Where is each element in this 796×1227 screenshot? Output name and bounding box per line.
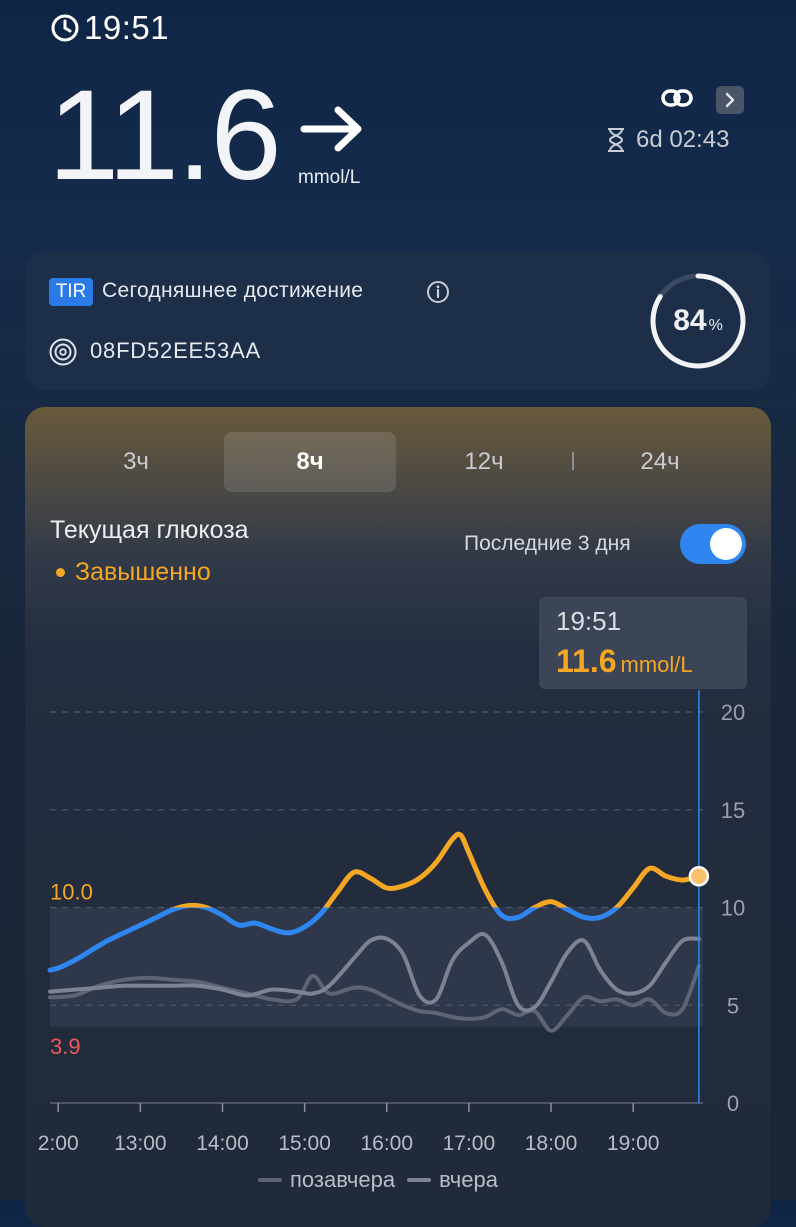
state-dot [56,568,65,577]
x-tick-label-7: 19:00 [607,1132,660,1155]
series-today-high [171,831,702,908]
current-point [688,865,710,887]
y-tick-label-20: 20 [721,700,745,725]
range-low-label: 3.9 [50,1034,81,1059]
legend-label-day-before: позавчера [290,1167,396,1192]
status-bar: 19:51 [50,8,169,48]
info-icon[interactable] [426,280,450,304]
tir-card[interactable] [25,252,771,390]
y-tick-label-15: 15 [721,798,745,823]
sensor-timer: 6d 02:43 [606,126,729,154]
clock-icon [51,14,79,42]
legend-item-yesterday: вчера [407,1167,498,1193]
legend-item-day-before: позавчера [258,1167,395,1193]
tooltip-time: 19:51 [556,606,622,636]
x-tick-label-5: 17:00 [443,1132,496,1155]
sensor-remaining: 6d 02:43 [636,126,730,153]
reading-unit: mmol/L [298,167,361,188]
series-today-in-range [47,907,621,973]
x-tick-label-0: 2:00 [38,1132,79,1155]
glucose-state-text: Завышенно [75,558,211,586]
tir-progress-ring [650,273,746,369]
arrow-right-icon [300,106,362,152]
series-yesterday [48,932,701,1013]
x-tick-label-2: 14:00 [196,1132,249,1155]
y-tick-label-0: 0 [727,1091,739,1116]
chart-tooltip [539,597,747,689]
chevron-right-icon [725,92,735,108]
tir-badge: TIR [49,278,93,306]
range-high-label: 10.0 [50,880,93,905]
current-glucose-label: Текущая глюкоза [50,516,249,544]
tab-8h[interactable]: 8ч [224,432,396,492]
legend-swatch-day-before [258,1178,282,1182]
tooltip-value-number: 11.6 [556,643,617,679]
chart-card [25,407,771,1227]
series-day-before-yesterday [48,964,701,1033]
tir-title: Сегодняшнее достижение [102,279,364,302]
y-tick-label-5: 5 [727,993,739,1018]
tab-separator [572,452,574,470]
x-tick-label-3: 15:00 [278,1132,331,1155]
y-tick-label-10: 10 [721,896,745,921]
last-3-days-toggle[interactable] [680,524,746,564]
tir-percent-sign: % [708,317,723,334]
hourglass-icon [608,128,624,152]
sensor-id: 08FD52EE53AA [90,338,262,363]
x-tick-label-6: 18:00 [525,1132,578,1155]
tooltip-value: 11.6 mmol/L [556,643,693,680]
x-tick-label-1: 13:00 [114,1132,167,1155]
link-icon[interactable] [660,84,694,114]
chart-legend: позавчера вчера [258,1167,498,1193]
toggle-knob [710,528,742,560]
tab-3h[interactable]: 3ч [123,448,149,475]
glucose-chart[interactable]: 0 5 10 15 20 2:00 13:00 14:00 15:00 16:00 17:00 18:… [0,0,796,1200]
legend-label-yesterday: вчера [439,1167,498,1192]
tab-24h[interactable]: 24ч [640,448,680,475]
x-tick-label-4: 16:00 [360,1132,413,1155]
tir-percent: 84 % [648,271,748,371]
glucose-reading: 11.6 [48,64,282,207]
last-3-days-label: Последние 3 дня [464,532,631,555]
tir-percent-value: 84 [673,304,707,337]
more-button[interactable] [716,86,744,114]
tab-12h[interactable]: 12ч [464,448,504,475]
status-time: 19:51 [84,9,170,46]
glucose-state: Завышенно [56,558,211,587]
target-range-band [50,907,703,1027]
legend-swatch-yesterday [407,1178,432,1182]
tooltip-unit: mmol/L [620,652,693,677]
sensor-icon [49,338,77,366]
